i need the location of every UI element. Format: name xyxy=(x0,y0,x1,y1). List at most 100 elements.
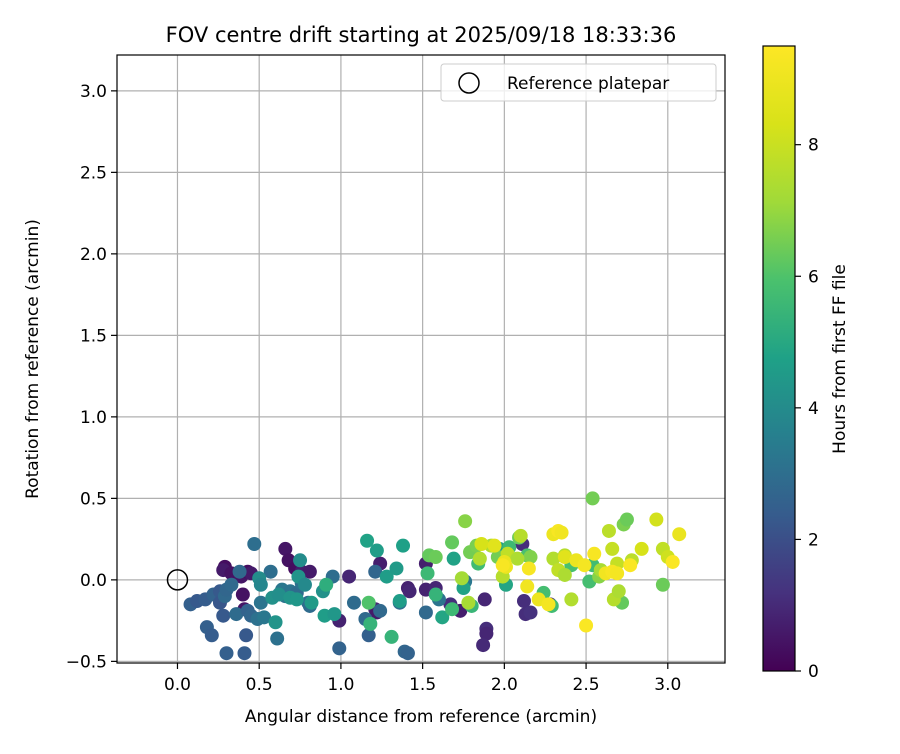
data-point xyxy=(219,646,234,661)
data-point xyxy=(672,527,687,542)
data-point xyxy=(319,577,334,592)
data-point xyxy=(270,631,285,646)
data-point xyxy=(235,587,250,602)
data-point xyxy=(263,564,278,579)
data-point xyxy=(557,550,572,565)
data-point xyxy=(232,564,247,579)
data-point xyxy=(520,579,535,594)
data-point xyxy=(523,605,538,620)
data-point xyxy=(446,551,461,566)
x-axis-label: Angular distance from reference (arcmin) xyxy=(245,707,597,727)
data-point xyxy=(297,577,312,592)
data-point xyxy=(384,629,399,644)
data-point xyxy=(289,592,304,607)
data-point xyxy=(655,577,670,592)
y-tick-label: 1.5 xyxy=(80,326,107,346)
data-point xyxy=(327,607,342,622)
data-point xyxy=(665,554,680,569)
data-point xyxy=(418,605,433,620)
data-points xyxy=(183,491,687,661)
data-point xyxy=(601,523,616,538)
data-point xyxy=(516,594,531,609)
data-point xyxy=(237,646,252,661)
data-point xyxy=(247,537,262,552)
x-tick-label: 3.0 xyxy=(654,675,681,695)
y-axis-ticks: −0.5 0.0 0.5 1.0 1.5 2.0 2.5 3.0 xyxy=(66,82,117,672)
data-point xyxy=(420,566,435,581)
data-point xyxy=(204,628,219,643)
x-tick-label: 2.5 xyxy=(573,675,600,695)
data-point xyxy=(271,587,286,602)
colorbar-gradient xyxy=(763,46,795,671)
data-point xyxy=(332,641,347,656)
data-point xyxy=(392,594,407,609)
data-point xyxy=(342,569,357,584)
y-tick-label: 2.5 xyxy=(80,163,107,183)
data-point xyxy=(513,528,528,543)
y-tick-label: 1.0 xyxy=(80,408,107,428)
colorbar-ticks: 0 2 4 6 8 xyxy=(795,136,819,682)
data-point xyxy=(623,558,638,573)
data-point xyxy=(476,638,491,653)
data-point xyxy=(577,558,592,573)
data-point xyxy=(379,569,394,584)
y-tick-label: 2.0 xyxy=(80,245,107,265)
data-point xyxy=(585,491,600,506)
data-point xyxy=(389,561,404,576)
data-point xyxy=(361,628,376,643)
colorbar-tick-label: 6 xyxy=(808,267,819,287)
data-point xyxy=(619,512,634,527)
data-point xyxy=(521,561,536,576)
data-point xyxy=(445,535,460,550)
x-tick-label: 1.0 xyxy=(327,675,354,695)
data-point xyxy=(634,541,649,556)
colorbar-tick-label: 2 xyxy=(808,530,819,550)
data-point xyxy=(474,537,489,552)
data-point xyxy=(477,592,492,607)
reference-marker xyxy=(166,569,189,591)
data-point xyxy=(587,546,602,561)
data-point xyxy=(400,646,415,661)
colorbar-tick-label: 0 xyxy=(808,662,819,682)
x-tick-label: 2.0 xyxy=(491,675,518,695)
data-point xyxy=(554,525,569,540)
plot-frame xyxy=(116,54,726,664)
data-point xyxy=(458,514,473,529)
data-point xyxy=(461,595,476,610)
data-point xyxy=(363,616,378,631)
data-point xyxy=(610,566,625,581)
legend-reference-marker xyxy=(458,72,480,94)
data-point xyxy=(579,618,594,633)
legend: Reference platepar xyxy=(440,63,717,102)
data-point xyxy=(302,564,317,579)
data-point xyxy=(546,551,561,566)
data-point xyxy=(239,628,254,643)
x-axis-ticks: 0.0 0.5 1.0 1.5 2.0 2.5 3.0 xyxy=(164,663,681,695)
data-point xyxy=(346,595,361,610)
data-point xyxy=(428,550,443,565)
data-point xyxy=(541,597,556,612)
data-point xyxy=(472,551,487,566)
data-point xyxy=(435,610,450,625)
data-point xyxy=(454,571,469,586)
data-point xyxy=(649,512,664,527)
data-point xyxy=(278,541,293,556)
legend-label: Reference platepar xyxy=(507,74,669,94)
data-point xyxy=(268,615,283,630)
y-tick-label: −0.5 xyxy=(66,652,107,672)
data-point xyxy=(445,602,460,617)
data-point xyxy=(523,550,538,565)
y-axis-label: Rotation from reference (arcmin) xyxy=(23,219,43,499)
grid-lines xyxy=(117,55,725,663)
data-point xyxy=(257,610,272,625)
y-tick-label: 3.0 xyxy=(80,82,107,102)
data-point xyxy=(293,553,308,568)
data-point xyxy=(216,608,231,623)
x-tick-label: 1.5 xyxy=(409,675,436,695)
colorbar-frame xyxy=(762,45,796,672)
data-point xyxy=(564,592,579,607)
data-point xyxy=(373,603,388,618)
colorbar: 0 2 4 6 8 Hours from first FF file xyxy=(762,45,850,682)
data-point xyxy=(495,558,510,573)
chart-title: FOV centre drift starting at 2025/09/18 … xyxy=(166,23,677,47)
